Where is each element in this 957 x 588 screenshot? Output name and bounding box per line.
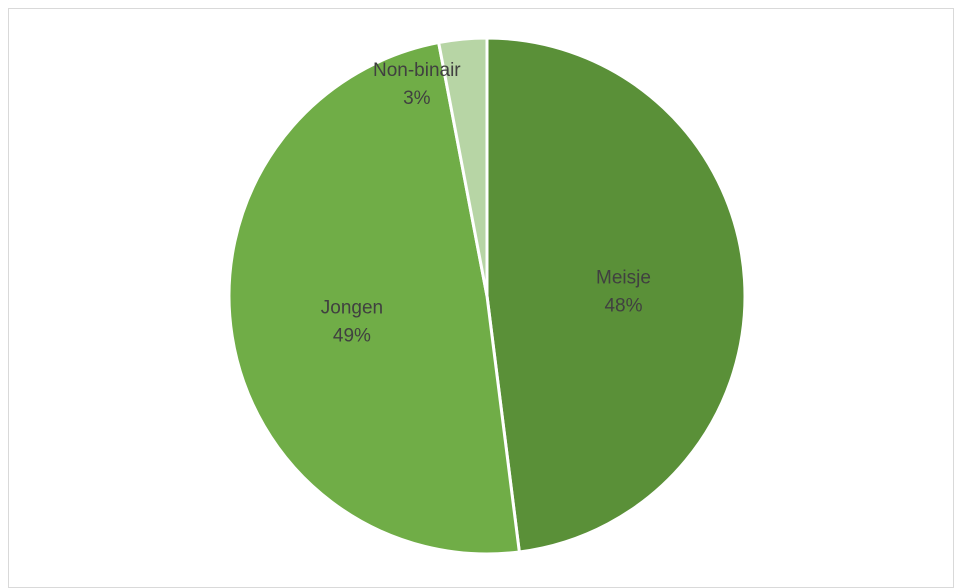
slice-label-non-binair: Non-binair (373, 60, 461, 81)
pie-slice-non-binair (436, 36, 489, 297)
pie-slice-meisje (485, 36, 747, 554)
slice-label-jongen: Jongen (321, 297, 383, 318)
slice-value-meisje: 48% (604, 295, 642, 316)
slice-value-non-binair: 3% (403, 88, 431, 109)
pie-slice-jongen (227, 40, 522, 556)
slice-label-meisje: Meisje (596, 267, 651, 288)
slice-value-jongen: 49% (333, 325, 371, 346)
